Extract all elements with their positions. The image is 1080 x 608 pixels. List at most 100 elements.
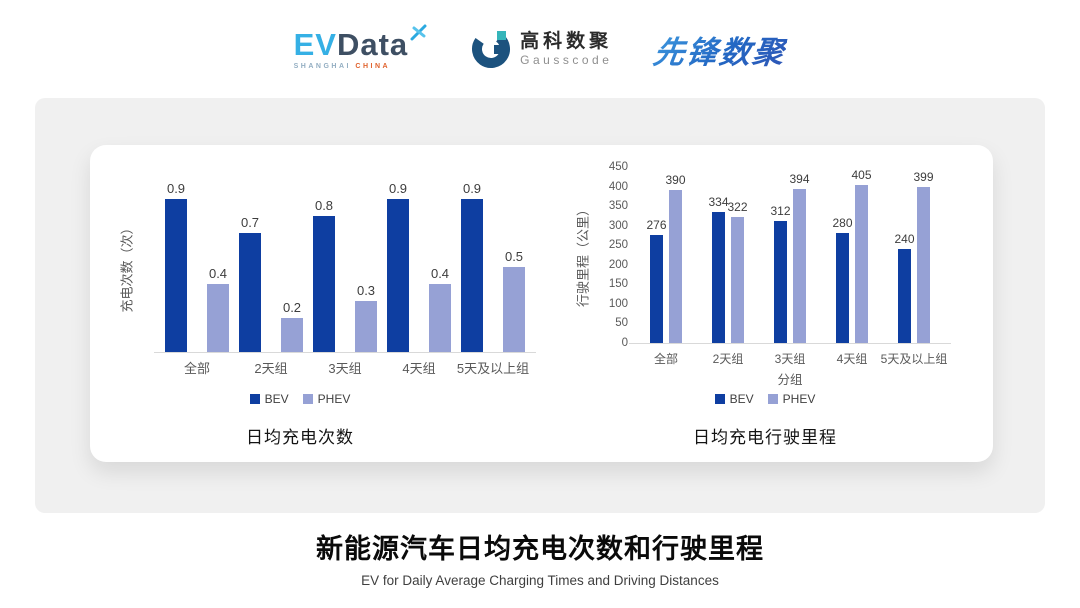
footer: 新能源汽车日均充电次数和行驶里程 EV for Daily Average Ch… bbox=[0, 527, 1080, 588]
evdata-logo: EV Data SHANGHAI CHINA bbox=[293, 24, 429, 70]
bar-value-label: 334 bbox=[708, 195, 729, 209]
x-axis-line bbox=[629, 343, 951, 344]
logo-bar: EV Data SHANGHAI CHINA 高科数聚 Gausscode bbox=[0, 16, 1080, 82]
content-panel: 充电次数（次） 0.9 0.4 0.7 0.2 0.8 0.3 0.9 0.4 0.9 0.5 全部 2… bbox=[35, 98, 1045, 513]
bar-value-label: 280 bbox=[832, 216, 853, 230]
bar-phev: 399 bbox=[913, 170, 934, 343]
bar-phev: 0.2 bbox=[281, 300, 303, 352]
charts-card: 充电次数（次） 0.9 0.4 0.7 0.2 0.8 0.3 0.9 0.4 0.9 0.5 全部 2… bbox=[90, 145, 993, 462]
bar-value-label: 390 bbox=[665, 173, 686, 187]
legend-item-phev: PHEV bbox=[302, 392, 351, 406]
bar-bev: 0.9 bbox=[387, 181, 409, 352]
x-tick-label: 5天及以上组 bbox=[456, 361, 530, 376]
bar-value-label: 240 bbox=[894, 232, 915, 246]
bar-group: 0.9 0.4 bbox=[382, 181, 456, 352]
evdata-wordmark: EV Data bbox=[293, 24, 429, 62]
legend-item-bev: BEV bbox=[714, 392, 754, 406]
bar-value-label: 0.8 bbox=[314, 198, 334, 213]
x-tick-label: 4天组 bbox=[836, 352, 868, 366]
x-tick-label: 全部 bbox=[653, 352, 679, 366]
x-tick-label: 全部 bbox=[183, 361, 211, 376]
gausscode-cn-text: 高科数聚 bbox=[520, 30, 613, 52]
bar-value-label: 394 bbox=[789, 172, 810, 186]
gausscode-text: 高科数聚 Gausscode bbox=[520, 30, 613, 67]
x-tick-label: 3天组 bbox=[774, 352, 806, 366]
bar-bev: 240 bbox=[894, 232, 915, 343]
bar-value-label: 312 bbox=[770, 204, 791, 218]
xianfeng-logo: 先锋数聚 bbox=[651, 27, 789, 72]
y-tick-label: 250 bbox=[608, 239, 628, 252]
bar-group: 0.9 0.5 bbox=[456, 181, 530, 352]
bar-value-label: 0.3 bbox=[356, 283, 376, 298]
evdata-spark-icon bbox=[410, 24, 427, 40]
y-tick-label: 300 bbox=[608, 219, 628, 232]
y-tick-label: 0 bbox=[621, 337, 628, 349]
evdata-subtitle: SHANGHAI CHINA bbox=[294, 63, 390, 70]
x-axis-line bbox=[154, 352, 536, 353]
legend-label: BEV bbox=[729, 392, 754, 406]
y-tick-label: 100 bbox=[608, 297, 628, 310]
bar-bev: 276 bbox=[646, 218, 667, 343]
evdata-ev-text: EV bbox=[293, 26, 337, 62]
daily-driving-distance-plot-area: 276 390 334 322 312 394 280 405 240 399 bbox=[635, 167, 945, 343]
y-tick-label: 450 bbox=[608, 161, 628, 173]
gausscode-logo: 高科数聚 Gausscode bbox=[470, 28, 612, 70]
bar-phev: 405 bbox=[851, 168, 872, 343]
bev-swatch-icon bbox=[249, 394, 260, 404]
bar-group: 312 394 bbox=[759, 167, 821, 343]
y-tick-label: 200 bbox=[608, 258, 628, 271]
bar-value-label: 0.9 bbox=[166, 181, 186, 196]
legend: BEV PHEV bbox=[110, 392, 490, 406]
daily-charging-times-title: 日均充电次数 bbox=[246, 428, 354, 447]
bar-value-label: 276 bbox=[646, 218, 667, 232]
bar-phev: 390 bbox=[665, 173, 686, 343]
legend: BEV PHEV bbox=[540, 392, 990, 406]
bar-value-label: 0.9 bbox=[388, 181, 408, 196]
bar-value-label: 0.9 bbox=[462, 181, 482, 196]
legend-label: BEV bbox=[264, 392, 289, 406]
bar-group: 0.8 0.3 bbox=[308, 182, 382, 352]
evdata-shanghai-text: SHANGHAI bbox=[293, 62, 351, 70]
x-tick-label: 3天组 bbox=[328, 361, 362, 376]
bar-phev: 394 bbox=[789, 172, 810, 343]
bar-value-label: 405 bbox=[851, 168, 872, 182]
gausscode-g-icon bbox=[472, 30, 511, 68]
bar-phev: 0.3 bbox=[355, 283, 377, 352]
bar-group: 0.7 0.2 bbox=[234, 182, 308, 352]
bar-value-label: 0.4 bbox=[430, 266, 450, 281]
bar-value-label: 0.2 bbox=[282, 300, 302, 315]
daily-charging-times-plot-area: 0.9 0.4 0.7 0.2 0.8 0.3 0.9 0.4 0.9 0.5 bbox=[160, 181, 530, 352]
bar-group: 280 405 bbox=[821, 167, 883, 343]
bar-bev: 0.9 bbox=[165, 181, 187, 352]
bar-group: 334 322 bbox=[697, 167, 759, 343]
bar-bev: 0.9 bbox=[461, 181, 483, 352]
phev-swatch-icon bbox=[767, 394, 778, 404]
legend-label: PHEV bbox=[782, 392, 816, 406]
bar-bev: 312 bbox=[770, 204, 791, 343]
x-tick-label: 2天组 bbox=[712, 352, 744, 366]
chart-daily-charging-times: 充电次数（次） 0.9 0.4 0.7 0.2 0.8 0.3 0.9 0.4 0.9 0.5 全部 2… bbox=[110, 145, 540, 462]
y-tick-label: 400 bbox=[608, 180, 628, 193]
evdata-china-text: CHINA bbox=[355, 62, 391, 70]
bar-value-label: 0.7 bbox=[240, 215, 260, 230]
bar-bev: 0.8 bbox=[313, 198, 335, 352]
daily-driving-distance-title: 日均充电行驶里程 bbox=[693, 428, 837, 447]
bev-swatch-icon bbox=[714, 394, 725, 404]
evdata-data-text: Data bbox=[336, 26, 409, 62]
x-tick-label: 2天组 bbox=[254, 361, 288, 376]
bar-phev: 0.4 bbox=[207, 266, 229, 352]
bar-phev: 0.4 bbox=[429, 266, 451, 352]
page-subtitle: EV for Daily Average Charging Times and … bbox=[361, 573, 719, 588]
bar-value-label: 399 bbox=[913, 170, 934, 184]
bar-value-label: 322 bbox=[727, 200, 748, 214]
page-title: 新能源汽车日均充电次数和行驶里程 bbox=[316, 534, 764, 564]
bar-value-label: 0.4 bbox=[208, 266, 228, 281]
x-tick-label: 4天组 bbox=[402, 361, 436, 376]
daily-driving-distance-x-axis-label: 分组 bbox=[777, 373, 803, 387]
y-tick-label: 150 bbox=[608, 278, 628, 291]
bar-group: 240 399 bbox=[883, 167, 945, 343]
bar-phev: 0.5 bbox=[503, 249, 525, 352]
gausscode-en-text: Gausscode bbox=[520, 52, 613, 67]
bar-group: 276 390 bbox=[635, 167, 697, 343]
legend-label: PHEV bbox=[317, 392, 351, 406]
